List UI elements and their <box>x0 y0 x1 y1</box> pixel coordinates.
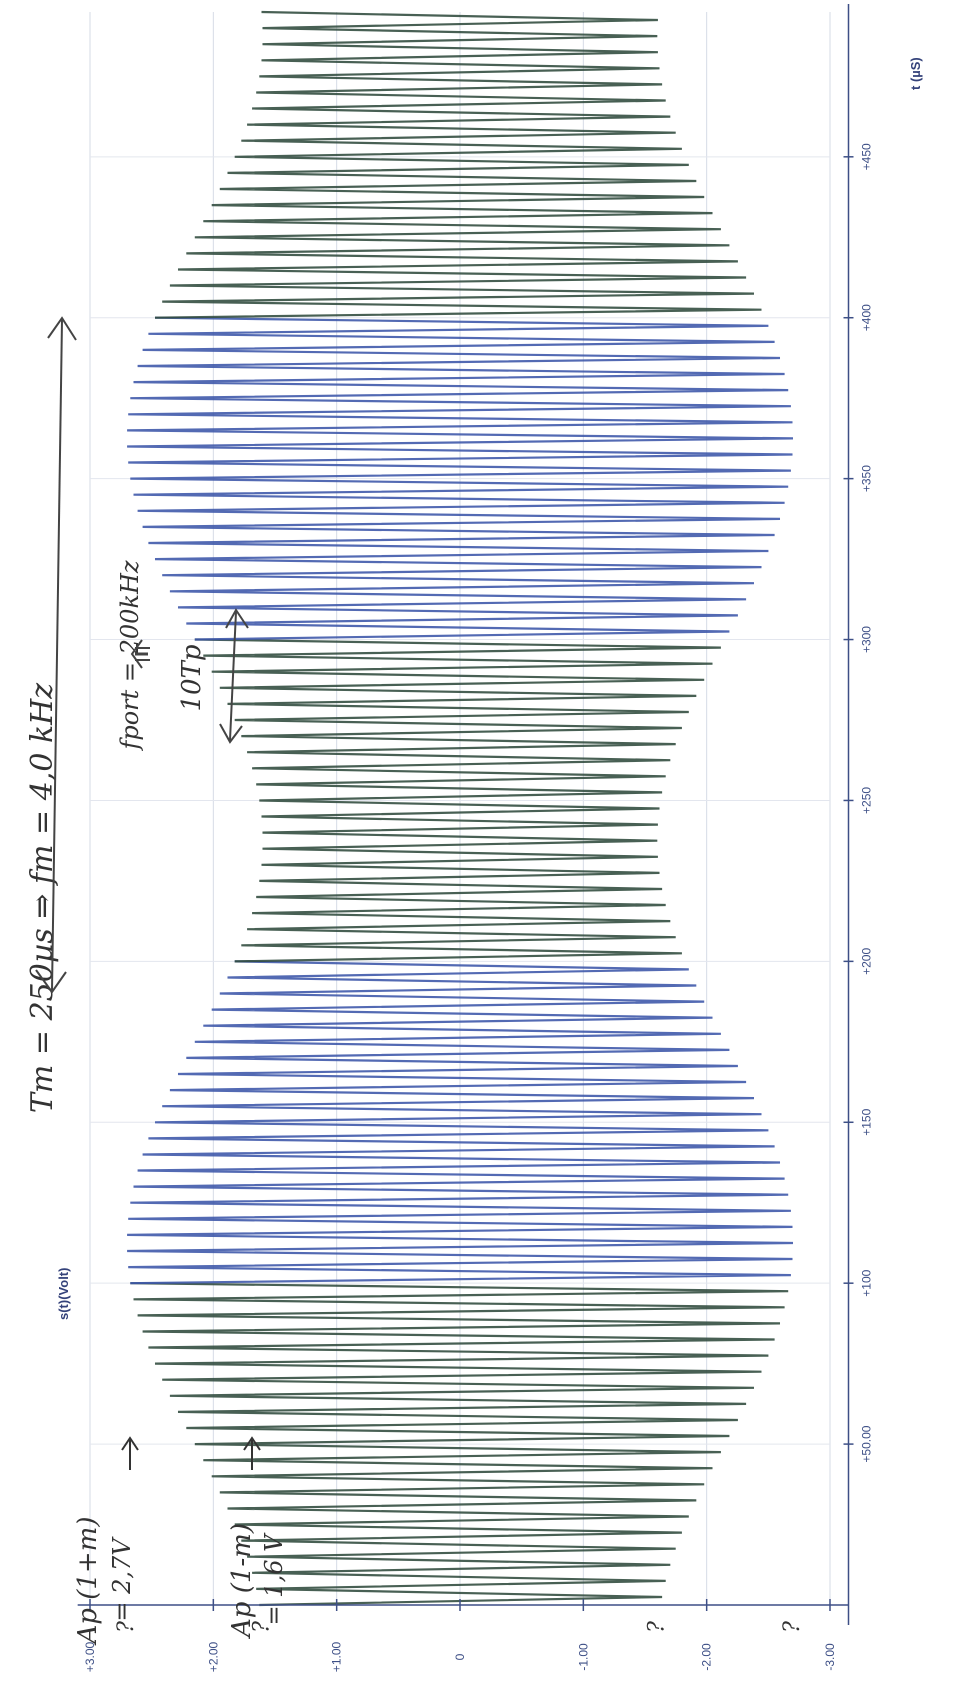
time-tick-label-0: +50.00 <box>860 1425 874 1462</box>
time-tick-label-4: +250 <box>860 787 874 814</box>
signal-segment-3 <box>127 316 794 641</box>
time-tick-label-2: +150 <box>860 1108 874 1135</box>
time-tick-label-6: +350 <box>860 465 874 492</box>
amp-min-label-1: Ap (1-m) <box>227 1523 257 1639</box>
question-mark-2: ? <box>644 1621 669 1633</box>
voltage-tick-label-4: -1.00 <box>576 1643 590 1671</box>
voltage-tick-labels: +3.00 +2.00 +1.00 0 -1.00 -2.00 -3.00 <box>83 1641 837 1672</box>
signal-segment-4 <box>154 10 762 319</box>
amp-min-label-2: = 1,6 V <box>260 1532 288 1626</box>
voltage-tick-label-2: +1.00 <box>330 1641 344 1672</box>
ten-tp-arrow-line <box>229 611 237 741</box>
question-marks: ???? <box>114 1621 805 1633</box>
signal-segment-2 <box>194 638 721 963</box>
am-signal-trace <box>127 10 794 1607</box>
time-tick-label-7: +400 <box>860 304 874 331</box>
amp-max-label-2: = 2,7V <box>108 1536 136 1622</box>
voltage-tick-label-3: 0 <box>453 1653 467 1660</box>
carrier-annotation: fport = 200kHz <box>116 560 144 751</box>
period-arrow-head-top <box>47 316 77 341</box>
period-arrow-line <box>51 319 63 991</box>
question-mark-3: ? <box>780 1621 805 1633</box>
ten-tp-annotation: 10Tp <box>177 644 207 711</box>
question-mark-0: ? <box>114 1621 139 1633</box>
time-tick-labels: +50.00 +100 +150 +200 +250 +300 +350 +400 +450 <box>860 143 874 1463</box>
grid-lines <box>89 12 831 1605</box>
voltage-tick-label-0: +3.00 <box>83 1641 97 1672</box>
period-arrow-head-bottom <box>35 969 67 994</box>
time-tick-label-8: +450 <box>860 143 874 170</box>
voltage-tick-label-6: -3.00 <box>823 1643 837 1671</box>
time-tick-label-1: +100 <box>860 1269 874 1296</box>
voltage-tick-label-1: +2.00 <box>206 1641 220 1672</box>
question-mark-1: ? <box>250 1621 275 1633</box>
axes <box>77 4 854 1625</box>
signal-segment-0 <box>130 1282 789 1607</box>
time-tick-label-3: +200 <box>860 948 874 975</box>
voltage-tick-label-5: -2.00 <box>700 1643 714 1671</box>
amp-max-label-1: Ap (1+m) <box>73 1517 103 1646</box>
signal-segment-1 <box>127 960 794 1285</box>
x-axis-title: t (µS) <box>908 57 923 90</box>
time-tick-label-5: +300 <box>860 626 874 653</box>
y-axis-title: s(t)(Volt) <box>56 1268 71 1320</box>
